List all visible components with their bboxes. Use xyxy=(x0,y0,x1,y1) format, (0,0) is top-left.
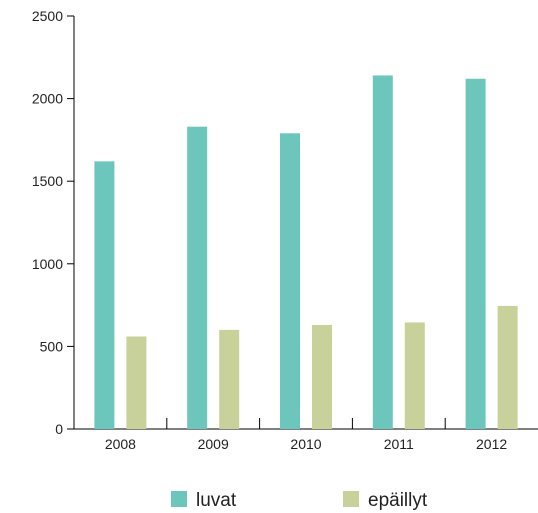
legend-swatch xyxy=(343,491,359,507)
x-tick-label: 2011 xyxy=(384,436,414,452)
y-tick-label: 2000 xyxy=(32,91,63,107)
bar-0-2010 xyxy=(280,133,300,430)
x-tick-label: 2010 xyxy=(290,436,321,452)
legend-swatch xyxy=(171,491,187,507)
y-tick-label: 500 xyxy=(40,338,64,354)
bar-1-2009 xyxy=(219,329,240,429)
bar-0-2011 xyxy=(372,75,393,430)
bar-1-2010 xyxy=(312,324,332,429)
x-tick-label: 2008 xyxy=(105,436,136,452)
y-axis: 0 500 1000 1500 2000 2500 xyxy=(32,8,75,437)
bar-1-2008 xyxy=(126,336,147,429)
bars xyxy=(94,75,518,430)
x-tick-label: 2009 xyxy=(198,436,229,452)
y-tick-label: 2500 xyxy=(32,8,63,24)
x-axis: 2008 2009 2010 2011 2012 xyxy=(74,418,538,452)
bar-0-2008 xyxy=(94,161,115,429)
x-tick-label: 2012 xyxy=(476,436,507,452)
legend: luvat epäillyt xyxy=(171,490,428,511)
bar-1-2012 xyxy=(497,305,518,429)
bar-1-2011 xyxy=(404,322,425,429)
y-tick-label: 0 xyxy=(55,421,63,437)
bar-0-2009 xyxy=(187,126,208,430)
legend-label: luvat xyxy=(196,490,237,511)
legend-label: epäillyt xyxy=(368,490,428,511)
y-tick-label: 1000 xyxy=(32,256,63,272)
bar-0-2012 xyxy=(465,78,486,429)
y-tick-label: 1500 xyxy=(32,173,63,189)
